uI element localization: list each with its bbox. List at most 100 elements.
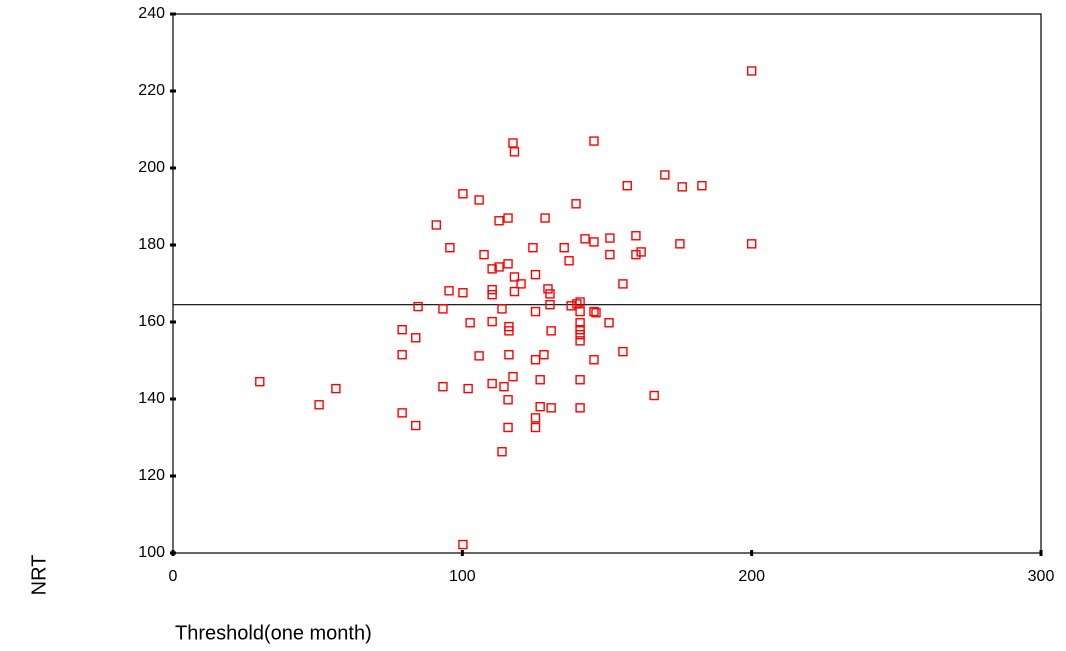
point — [575, 306, 585, 317]
point — [589, 237, 599, 247]
point — [575, 330, 585, 340]
point — [458, 189, 468, 199]
point — [530, 422, 541, 433]
point — [487, 378, 497, 389]
point — [411, 420, 421, 431]
point — [530, 306, 541, 317]
point — [494, 216, 504, 226]
point — [458, 539, 468, 550]
point — [564, 256, 574, 266]
point — [504, 326, 514, 336]
point — [503, 422, 513, 433]
point — [255, 376, 265, 387]
plot-frame — [172, 13, 1042, 554]
point — [487, 316, 497, 327]
y-tick-label: 120 — [138, 467, 165, 484]
point — [545, 299, 555, 310]
point — [509, 147, 520, 157]
point — [497, 447, 507, 457]
point — [572, 299, 582, 309]
point — [413, 301, 423, 312]
point — [494, 262, 504, 272]
point — [605, 249, 615, 260]
point — [545, 289, 555, 299]
x-axis-title: Threshold(one month) — [175, 622, 372, 644]
point — [559, 242, 569, 253]
point — [463, 383, 473, 394]
point — [589, 355, 599, 365]
point — [331, 383, 341, 394]
y-tick-label: 180 — [138, 236, 165, 253]
point — [474, 195, 484, 205]
point — [528, 242, 538, 253]
point — [591, 308, 601, 318]
point — [499, 381, 509, 392]
point — [458, 288, 468, 298]
point — [487, 289, 497, 300]
point — [575, 336, 585, 346]
point — [530, 269, 541, 280]
point — [618, 346, 628, 357]
point — [504, 350, 514, 360]
point — [444, 286, 454, 296]
y-tick-label: 240 — [138, 5, 165, 22]
point — [605, 233, 615, 243]
point — [314, 400, 324, 410]
point — [509, 272, 520, 282]
point — [618, 279, 628, 289]
point — [503, 395, 513, 405]
point — [503, 213, 513, 223]
point — [431, 220, 441, 230]
point — [397, 325, 407, 335]
point — [465, 318, 475, 328]
point — [546, 326, 556, 336]
point — [571, 199, 581, 209]
point — [540, 213, 550, 223]
point — [604, 318, 614, 328]
y-tick-label: 100 — [138, 544, 165, 561]
point — [589, 306, 599, 317]
y-tick-label: 160 — [138, 313, 165, 330]
point — [530, 355, 541, 365]
point — [487, 284, 497, 295]
point — [649, 390, 659, 401]
point — [675, 239, 685, 249]
y-axis-title: NRT — [28, 555, 50, 596]
point — [636, 247, 646, 257]
point — [509, 286, 520, 297]
point — [677, 182, 687, 192]
point — [589, 136, 599, 146]
point — [445, 242, 455, 253]
point — [508, 371, 518, 382]
y-tick-label: 200 — [138, 159, 165, 176]
point — [516, 279, 526, 289]
point — [575, 297, 585, 307]
point — [566, 301, 576, 311]
point — [631, 249, 641, 260]
point — [535, 375, 545, 385]
point — [575, 403, 585, 413]
point — [535, 402, 545, 412]
point — [660, 170, 670, 180]
point — [438, 304, 448, 314]
y-tick-label: 140 — [138, 390, 165, 407]
point — [697, 181, 707, 191]
point — [487, 264, 497, 274]
point — [622, 181, 632, 191]
point — [746, 239, 757, 249]
point — [479, 249, 489, 260]
point — [397, 350, 407, 360]
point — [546, 403, 556, 413]
point — [497, 304, 507, 314]
point — [503, 259, 513, 269]
point — [411, 333, 421, 343]
x-tick-label: 300 — [1028, 568, 1055, 585]
point — [575, 375, 585, 385]
point — [580, 234, 590, 244]
point — [631, 231, 641, 241]
x-tick-label: 200 — [738, 568, 765, 585]
point — [397, 408, 407, 418]
x-tick-label: 100 — [449, 568, 476, 585]
